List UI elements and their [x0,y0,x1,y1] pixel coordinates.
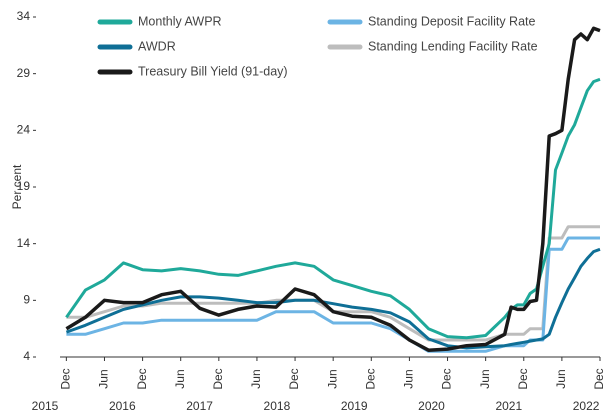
x-tick-label: Jun [249,369,263,388]
legend-label: Standing Deposit Facility Rate [368,14,535,28]
x-tick-label: Dec [363,368,377,389]
y-tick-label: 19 [17,179,31,193]
x-tick-label: Jun [97,369,111,388]
x-tick-label: Dec [592,368,606,389]
x-year-label: 2017 [186,399,213,413]
x-year-label: 2018 [264,399,291,413]
legend-label: AWDR [138,39,176,53]
x-year-label: 2022 [573,399,600,413]
y-tick-label: 24 [17,123,31,137]
y-tick-label: 9 [23,293,30,307]
y-tick-label: 29 [17,66,31,80]
x-tick-label: Dec [135,368,149,389]
x-year-label: 2019 [341,399,368,413]
series-line [65,77,601,340]
x-tick-label: Dec [516,368,530,389]
series-line [65,26,601,352]
y-tick-label: 34 [17,9,31,23]
x-tick-label: Jun [402,369,416,388]
legend-label: Monthly AWPR [138,14,222,28]
x-tick-label: Dec [59,368,73,389]
x-tick-label: Jun [173,369,187,388]
x-tick-label: Dec [211,368,225,389]
y-tick-label: 14 [17,236,31,250]
y-tick-label: 4 [23,349,30,363]
x-year-label: 2020 [418,399,445,413]
x-year-label: 2015 [32,399,59,413]
x-tick-label: Dec [440,368,454,389]
x-tick-label: Jun [325,369,339,388]
x-tick-label: Jun [554,369,568,388]
x-tick-label: Jun [478,369,492,388]
legend-label: Standing Lending Facility Rate [368,39,538,53]
x-year-label: 2016 [109,399,136,413]
x-tick-label: Dec [287,368,301,389]
x-year-label: 2021 [495,399,522,413]
legend-label: Treasury Bill Yield (91-day) [138,64,288,78]
y-axis-label: Per cent [10,164,24,209]
